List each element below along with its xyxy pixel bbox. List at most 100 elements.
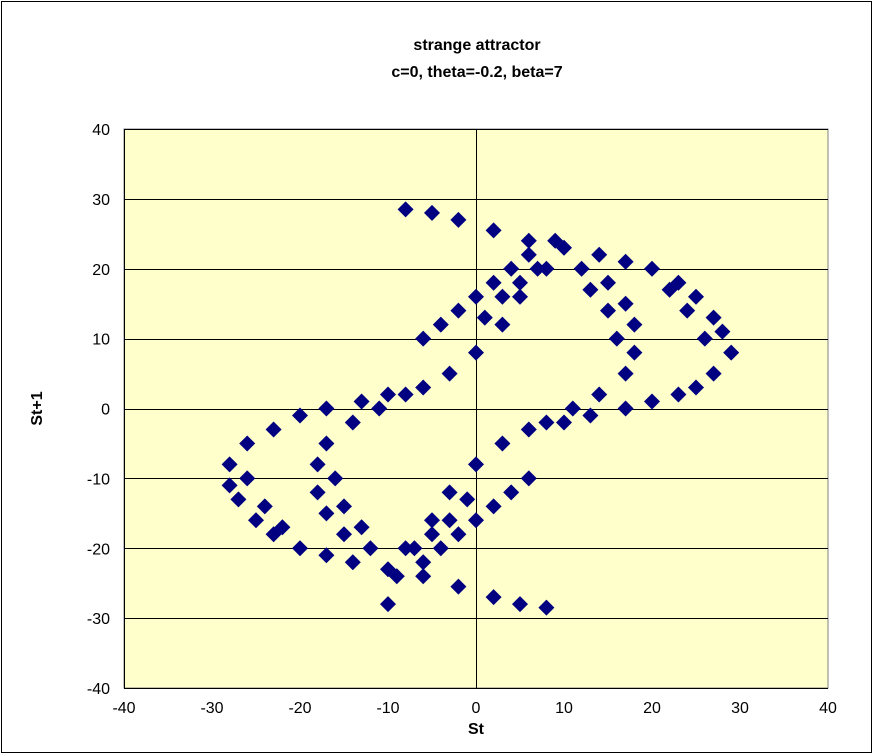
data-point xyxy=(397,386,414,403)
x-tick-label: -40 xyxy=(112,700,135,717)
data-point xyxy=(520,246,537,263)
data-point xyxy=(512,288,528,305)
data-point xyxy=(705,309,722,326)
x-tick-label: 0 xyxy=(472,700,481,717)
data-point xyxy=(230,491,247,508)
data-point xyxy=(485,222,502,239)
x-tick-label: 40 xyxy=(819,700,837,717)
data-point xyxy=(415,568,432,585)
data-point xyxy=(441,484,458,501)
data-point xyxy=(644,260,660,277)
data-point xyxy=(617,365,634,382)
data-point xyxy=(424,526,440,543)
data-point xyxy=(485,274,502,291)
data-point xyxy=(441,365,458,382)
y-tick-label: 40 xyxy=(92,122,110,139)
data-point xyxy=(292,540,308,557)
data-point xyxy=(617,400,634,417)
data-point xyxy=(485,589,502,606)
data-point xyxy=(600,302,616,319)
data-point xyxy=(538,414,555,431)
data-point xyxy=(679,302,696,319)
data-point xyxy=(582,407,599,424)
data-point xyxy=(256,498,273,515)
data-point xyxy=(248,512,264,529)
data-point xyxy=(512,596,528,613)
data-points xyxy=(221,201,740,616)
x-tick-label: -20 xyxy=(288,700,311,717)
data-point xyxy=(432,316,449,333)
data-point xyxy=(327,470,344,487)
data-point xyxy=(705,365,722,382)
data-point xyxy=(221,477,238,494)
y-tick-label: 10 xyxy=(92,332,110,349)
data-point xyxy=(309,456,326,473)
data-point xyxy=(582,281,599,298)
data-point xyxy=(494,435,511,452)
data-point xyxy=(265,421,282,438)
data-point xyxy=(503,484,520,501)
y-tick-label: -20 xyxy=(87,541,110,558)
data-point xyxy=(503,260,520,277)
chart-title: strange attractor xyxy=(413,37,540,54)
data-point xyxy=(591,386,608,403)
data-point xyxy=(344,554,361,571)
data-point xyxy=(520,232,537,249)
data-point xyxy=(450,578,467,595)
x-tick-labels: -40 -30 -20 -10 0 10 20 30 40 xyxy=(112,700,837,717)
data-point xyxy=(696,330,713,347)
data-point xyxy=(494,316,511,333)
data-point xyxy=(512,274,528,291)
data-point xyxy=(380,386,396,403)
data-point xyxy=(309,484,326,501)
data-point xyxy=(397,201,414,218)
x-tick-label: -10 xyxy=(376,700,399,717)
data-point xyxy=(424,512,440,529)
data-point xyxy=(468,512,484,529)
data-point xyxy=(617,253,634,270)
data-point xyxy=(344,414,361,431)
y-axis-label: St+1 xyxy=(29,391,46,425)
data-point xyxy=(688,379,704,396)
data-point xyxy=(318,435,335,452)
data-point xyxy=(688,288,704,305)
axes xyxy=(124,129,828,689)
data-point xyxy=(459,491,476,508)
data-point xyxy=(476,309,493,326)
data-point xyxy=(485,498,502,515)
data-point xyxy=(424,204,440,221)
data-point xyxy=(556,414,572,431)
data-point xyxy=(626,316,643,333)
data-point xyxy=(318,400,335,417)
data-point xyxy=(415,330,432,347)
x-tick-label: 30 xyxy=(731,700,749,717)
data-point xyxy=(450,526,467,543)
data-point xyxy=(292,407,308,424)
data-point xyxy=(670,386,687,403)
data-point xyxy=(221,456,238,473)
data-point xyxy=(714,323,731,340)
data-point xyxy=(415,554,432,571)
y-tick-label: -30 xyxy=(87,611,110,628)
data-point xyxy=(520,470,537,487)
data-point xyxy=(723,344,740,361)
data-point xyxy=(353,519,370,536)
data-point xyxy=(468,288,484,305)
data-point xyxy=(573,260,590,277)
data-point xyxy=(380,561,396,578)
data-point xyxy=(239,470,256,487)
y-tick-labels: -40 -30 -20 -10 0 10 20 30 40 xyxy=(87,122,110,698)
data-point xyxy=(600,274,616,291)
data-point xyxy=(336,498,352,515)
data-point xyxy=(380,596,396,613)
data-point xyxy=(432,540,449,557)
data-point xyxy=(529,260,546,277)
data-point xyxy=(415,379,432,396)
x-tick-label: 20 xyxy=(643,700,661,717)
x-tick-label: -30 xyxy=(200,700,223,717)
data-point xyxy=(626,344,643,361)
data-point xyxy=(591,246,608,263)
x-axis-label: St xyxy=(468,721,485,738)
